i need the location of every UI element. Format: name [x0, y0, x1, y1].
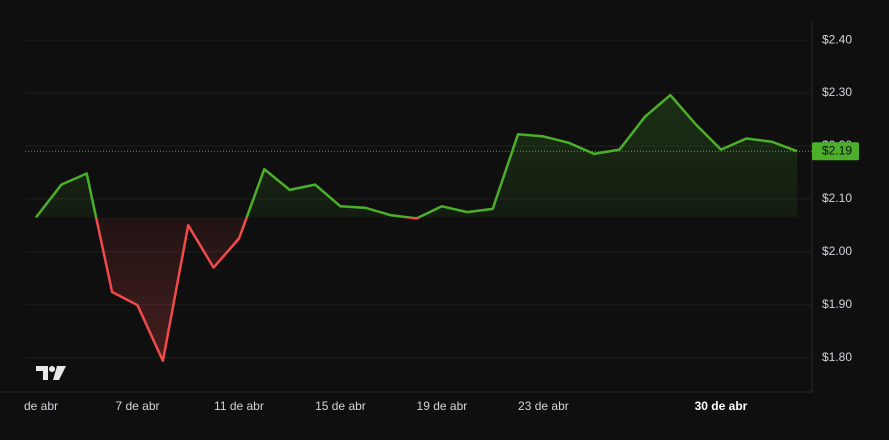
- x-tick-label: 19 de abr: [417, 399, 468, 413]
- y-tick-label: $2.30: [822, 85, 852, 99]
- x-tick-label: 7 de abr: [115, 399, 159, 413]
- y-tick-label: $2.40: [822, 32, 852, 46]
- y-tick-label: $2.00: [822, 244, 852, 258]
- x-tick-label: 30 de abr: [695, 399, 748, 413]
- price-line: [35, 93, 798, 363]
- x-tick-label: 15 de abr: [315, 399, 366, 413]
- y-tick-label: $1.80: [822, 350, 852, 364]
- y-tick-label: $1.90: [822, 297, 852, 311]
- x-tick-label: de abr: [24, 399, 58, 413]
- y-tick-label: $2.10: [822, 191, 852, 205]
- baseline-area: [36, 95, 798, 361]
- x-tick-label: 11 de abr: [214, 399, 264, 413]
- x-tick-label: 23 de abr: [518, 399, 569, 413]
- tv-logo: [36, 366, 66, 380]
- last-price-badge: [812, 142, 859, 161]
- last-price-label: $2.19: [822, 143, 852, 157]
